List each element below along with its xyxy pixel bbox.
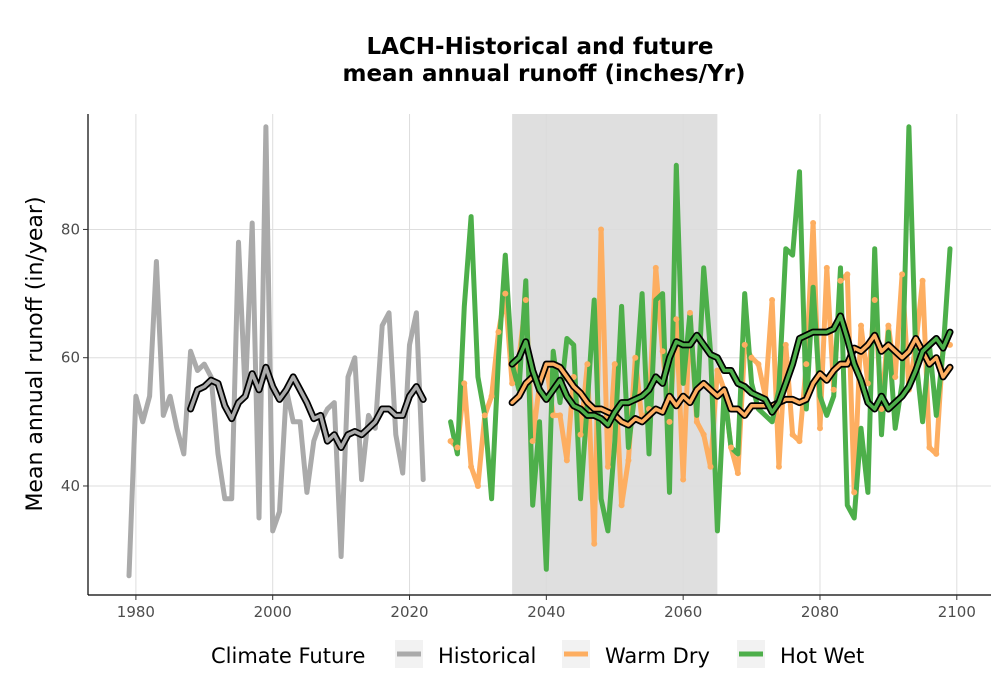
legend-title: Climate Future [211,644,365,668]
warm-dry-point [810,220,817,227]
warm-dry-point [611,361,618,368]
warm-dry-point [844,271,851,278]
warm-dry-point [529,438,536,445]
warm-dry-point [509,380,516,387]
legend-label-historical: Historical [438,644,536,668]
warm-dry-point [522,296,529,303]
smoothed-line-historical [188,365,425,450]
x-tick-label: 2060 [664,603,702,621]
warm-dry-point [728,444,735,451]
warm-dry-point [899,271,906,278]
warm-dry-point [557,412,564,419]
warm-dry-point [474,482,481,489]
warm-dry-point [878,406,885,413]
warm-dry-point [584,361,591,368]
warm-dry-point [796,438,803,445]
x-tick-label: 2020 [390,603,428,621]
warm-dry-point [666,418,673,425]
warm-dry-point [604,463,611,470]
warm-dry-point [468,463,475,470]
warm-dry-point [864,380,871,387]
warm-dry-point [632,354,639,361]
x-tick-label: 1980 [117,603,155,621]
warm-dry-point [693,418,700,425]
warm-dry-point [741,341,748,348]
smoothed-line-warm-dry [510,333,952,427]
x-tick-label: 2100 [938,603,976,621]
warm-dry-point [488,393,495,400]
warm-dry-point [830,386,837,393]
warm-dry-point [803,361,810,368]
warm-dry-point [481,412,488,419]
warm-dry-point [652,264,659,271]
legend: Climate Future Historical Warm Dry Hot Wet [211,640,864,668]
warm-dry-point [734,470,741,477]
warm-dry-point [687,309,693,316]
x-tick-label: 2080 [801,603,839,621]
warm-dry-point [926,444,933,451]
warm-dry-point [461,380,468,387]
warm-dry-point [837,277,844,284]
warm-dry-point [680,476,687,483]
warm-dry-point [502,290,509,297]
x-tick-label: 2040 [527,603,565,621]
legend-label-hot-wet: Hot Wet [780,644,864,668]
plot-area: 1980 2000 2020 2040 2060 2080 2100 40 60 80 [61,114,991,621]
warm-dry-point [447,438,454,445]
warm-dry-point [816,425,823,432]
chart-title-line1: LACH-Historical and future [366,34,713,60]
warm-dry-point [618,502,625,509]
warm-dry-point [755,361,762,368]
y-tick-label: 40 [61,477,80,495]
warm-dry-point [700,431,707,438]
warm-dry-point [858,322,865,329]
warm-dry-point [851,489,858,496]
warm-dry-point [577,431,584,438]
y-axis-title: Mean annual runoff (in/year) [23,196,48,511]
y-tick-label: 80 [61,220,80,238]
warm-dry-point [673,316,680,323]
series-line-warm-dry [448,220,953,547]
warm-dry-point [933,450,940,457]
warm-dry-point [714,367,721,374]
x-tick-label: 2000 [254,603,292,621]
warm-dry-point [563,457,570,464]
warm-dry-point [748,354,755,361]
warm-dry-point [707,463,714,470]
warm-dry-point [823,264,830,271]
warm-dry-point [598,226,605,233]
warm-dry-point [769,296,776,303]
warm-dry-point [871,296,878,303]
smoothed-line-hot-wet [510,314,952,427]
warm-dry-point [919,277,926,284]
warm-dry-point [495,329,502,336]
series-line-historical [126,124,426,579]
legend-label-warm-dry: Warm Dry [605,644,710,668]
warm-dry-point [775,463,782,470]
warm-dry-point [892,373,899,380]
warm-dry-point [782,341,789,348]
y-tick-label: 60 [61,349,80,367]
warm-dry-point [659,348,666,355]
warm-dry-point [591,540,598,547]
warm-dry-point [454,444,461,451]
warm-dry-point [550,412,557,419]
warm-dry-point [885,322,892,329]
warm-dry-point [625,457,632,464]
chart-title-line2: mean annual runoff (inches/Yr) [342,61,745,87]
warm-dry-point [789,431,796,438]
